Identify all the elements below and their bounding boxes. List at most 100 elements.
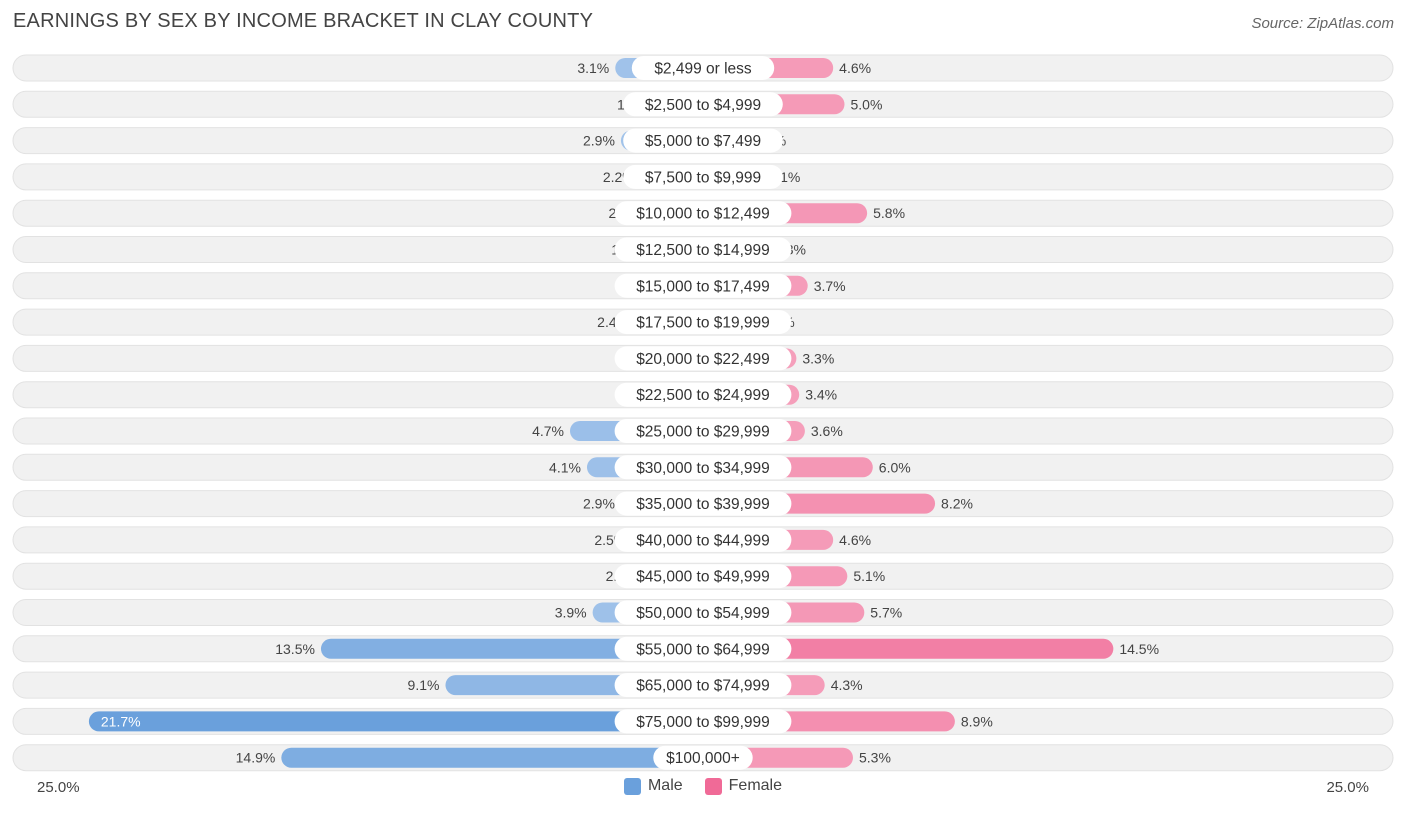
bracket-row: 13.5% 14.5% $55,000 to $64,999	[12, 635, 1394, 663]
category-pill	[653, 745, 753, 770]
category-label: $15,000 to $17,499	[636, 278, 770, 295]
female-value-label: 5.0%	[851, 96, 883, 112]
male-value-label: 4.1%	[549, 459, 581, 475]
female-value-label: 4.3%	[831, 677, 863, 693]
legend: Male Female	[0, 777, 1406, 795]
category-pill	[623, 128, 783, 153]
male-value-label: 4.7%	[532, 423, 564, 439]
female-value-label: 8.2%	[941, 496, 973, 512]
bracket-row: 21.7% 8.9% $75,000 to $99,999	[12, 707, 1394, 735]
bracket-row: 1.7%3.7%$15,000 to $17,499	[12, 272, 1394, 300]
category-label: $25,000 to $29,999	[636, 424, 770, 441]
female-value-label: 3.7%	[814, 278, 846, 294]
category-pill	[631, 56, 775, 80]
category-label: $20,000 to $22,499	[636, 351, 770, 368]
legend-label-male: Male	[647, 777, 683, 794]
bracket-row: 2.2% 2.1%$7,500 to $9,999	[12, 163, 1394, 191]
bracket-row: 1.2%3.3%$20,000 to $22,499	[12, 344, 1394, 372]
category-pill	[614, 455, 792, 480]
category-label: $2,500 to $4,999	[645, 97, 761, 114]
category-label: $65,000 to $74,999	[636, 678, 770, 695]
female-value-label: 8.9%	[961, 713, 993, 729]
bracket-row: 4.1% 6.0% $30,000 to $34,999	[12, 453, 1394, 481]
category-label: $45,000 to $49,999	[636, 569, 770, 586]
category-pill	[614, 419, 792, 443]
female-value-label: 6.0%	[879, 459, 911, 475]
bracket-row: 1.7%5.0%$2,500 to $4,999	[12, 90, 1394, 118]
legend-item-female[interactable]: Female	[704, 777, 783, 795]
category-label: $22,500 to $24,999	[636, 387, 770, 404]
category-pill	[614, 673, 792, 698]
category-label: $17,500 to $19,999	[636, 315, 770, 332]
category-pill	[623, 92, 783, 117]
bracket-row: 9.1% 4.3% $65,000 to $74,999	[12, 671, 1394, 699]
category-label: $7,500 to $9,999	[645, 169, 761, 186]
legend-label-female: Female	[728, 777, 783, 794]
female-value-label: 5.3%	[859, 750, 891, 766]
bracket-row: 2.9%1.6%$5,000 to $7,499	[12, 127, 1394, 155]
male-value-label: 13.5%	[275, 641, 315, 657]
category-pill	[614, 527, 792, 552]
bracket-row: 2.9% 8.2% $35,000 to $39,999	[12, 490, 1394, 518]
category-pill	[614, 201, 792, 226]
male-value-label: 2.9%	[583, 496, 615, 512]
bracket-row: 3.1% 4.6% $2,499 or less	[12, 54, 1394, 82]
category-label: $55,000 to $64,999	[636, 641, 770, 658]
category-label: $50,000 to $54,999	[636, 605, 770, 622]
male-bar[interactable]	[320, 638, 703, 659]
female-value-label: 3.6%	[811, 423, 843, 439]
bracket-row: 2.5% 4.6%$40,000 to $44,999	[12, 526, 1394, 554]
bracket-row: 4.7% 3.6% $25,000 to $29,999	[12, 417, 1394, 445]
category-label: $30,000 to $34,999	[636, 460, 770, 477]
female-value-label: 5.7%	[870, 605, 902, 621]
category-pill	[623, 164, 783, 189]
male-value-label: 3.1%	[577, 60, 609, 76]
male-value-label: 21.7%	[101, 713, 141, 729]
category-pill	[614, 709, 792, 734]
category-pill	[614, 273, 792, 298]
category-pill	[614, 237, 792, 262]
bracket-row: 2.4%1.9%$17,500 to $19,999	[12, 308, 1394, 336]
category-label: $40,000 to $44,999	[636, 532, 770, 549]
bracket-row: 3.9% 5.7% $50,000 to $54,999	[12, 599, 1394, 626]
bracket-row: 14.9% 5.3% $100,000+	[12, 744, 1394, 772]
legend-swatch-male	[623, 777, 641, 795]
male-value-label: 9.1%	[408, 677, 440, 693]
axis-label-right: 25.0%	[1326, 779, 1369, 796]
male-bar[interactable]	[281, 747, 703, 768]
bracket-row: 2.1%5.1%$45,000 to $49,999	[12, 562, 1394, 590]
female-value-label: 4.6%	[839, 60, 871, 76]
chart: 3.1%4.6%$2,499 or less1.7%5.0%$2,500 to …	[12, 54, 1394, 772]
category-pill	[614, 346, 792, 371]
category-label: $5,000 to $7,499	[645, 133, 761, 150]
female-value-label: 4.6%	[839, 532, 871, 548]
category-pill	[614, 491, 792, 516]
chart-title: EARNINGS BY SEX BY INCOME BRACKET IN CLA…	[13, 10, 594, 32]
category-label: $100,000+	[666, 750, 740, 767]
bracket-row: 2.0%5.8%$10,000 to $12,499	[12, 199, 1394, 227]
male-value-label: 2.9%	[583, 133, 615, 149]
legend-swatch-female	[704, 777, 722, 795]
female-value-label: 5.1%	[853, 568, 885, 584]
female-value-label: 14.5%	[1119, 641, 1159, 657]
category-pill	[614, 564, 792, 589]
axis-label-left: 25.0%	[37, 779, 80, 796]
source-label: Source: ZipAtlas.com	[1251, 15, 1394, 32]
female-value-label: 3.4%	[805, 387, 837, 403]
category-label: $10,000 to $12,499	[636, 206, 770, 223]
legend-item-male[interactable]: Male	[623, 777, 683, 795]
male-value-label: 14.9%	[236, 750, 276, 766]
category-pill	[614, 310, 792, 335]
male-bar[interactable]	[88, 711, 703, 732]
category-label: $2,499 or less	[654, 61, 752, 78]
category-label: $75,000 to $99,999	[636, 714, 770, 731]
category-pill	[614, 382, 792, 407]
category-pill	[614, 636, 792, 661]
category-label: $35,000 to $39,999	[636, 496, 770, 513]
female-value-label: 5.8%	[873, 205, 905, 221]
bracket-row: 1.5%3.4%$22,500 to $24,999	[12, 381, 1394, 409]
male-value-label: 3.9%	[555, 605, 587, 621]
female-bar[interactable]	[703, 638, 1114, 659]
category-label: $12,500 to $14,999	[636, 242, 770, 259]
category-pill	[614, 600, 792, 625]
